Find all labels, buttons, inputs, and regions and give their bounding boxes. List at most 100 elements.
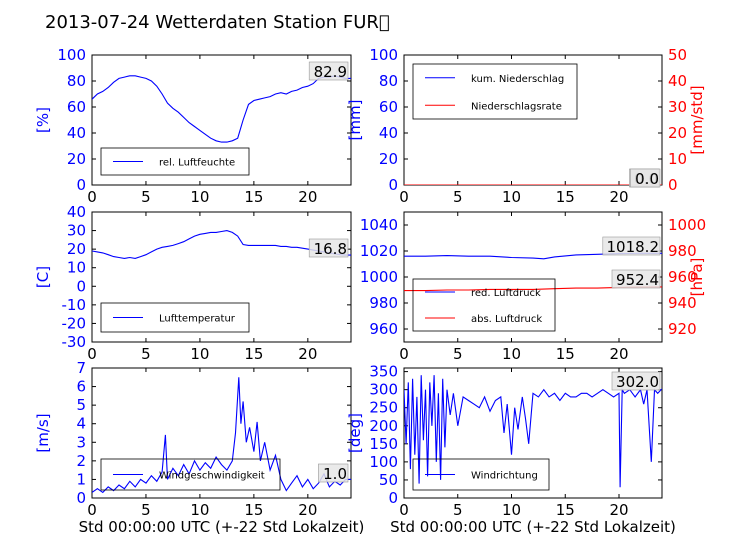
y-tick-label: 0 xyxy=(76,176,86,194)
x-tick-label: 20 xyxy=(298,345,317,363)
legend: red. Luftdruck abs. Luftdruck xyxy=(412,278,556,332)
x-tick-label: 0 xyxy=(87,345,97,363)
y-tick-label: -10 xyxy=(62,296,87,314)
value-label-box xyxy=(630,168,661,188)
series-line-lufttemperatur xyxy=(92,230,351,259)
y-tick-label-right: 10 xyxy=(668,150,687,168)
plot-frame xyxy=(91,211,352,343)
y-tick-label: 1 xyxy=(76,470,86,488)
x-tick-label: 20 xyxy=(609,345,628,363)
current-value-label: 0.0 xyxy=(635,170,659,188)
y-tick-label: 4 xyxy=(76,415,86,433)
current-value-label: 82.9 xyxy=(314,63,347,81)
y-tick-label: 40 xyxy=(67,203,86,221)
y-tick-label-right: 920 xyxy=(668,320,697,338)
y-tick-label: -20 xyxy=(62,314,87,332)
y-axis-label: [%] xyxy=(34,107,52,133)
x-tick-label: 5 xyxy=(453,188,463,206)
legend: rel. Luftfeuchte xyxy=(100,147,250,176)
series-line-windgeschwindigkeit xyxy=(92,377,351,494)
y-tick-label: 1040 xyxy=(360,216,398,234)
value-label-box xyxy=(611,269,661,289)
value-label-box xyxy=(602,236,661,256)
y-tick-label: 200 xyxy=(369,417,398,435)
y-tick-label: 1020 xyxy=(360,242,398,260)
legend: Windgeschwindigkeit xyxy=(100,458,281,491)
legend-box xyxy=(412,458,550,491)
current-value-label: 16.8 xyxy=(314,240,347,258)
y-tick-label: 0 xyxy=(76,489,86,507)
y-tick-label: 250 xyxy=(369,399,398,417)
value-label-box xyxy=(611,371,661,391)
y-tick-label: 100 xyxy=(57,46,86,64)
legend-entry: Windrichtung xyxy=(471,471,538,482)
x-tick-label: 15 xyxy=(556,188,575,206)
legend-entry: rel. Luftfeuchte xyxy=(159,158,235,169)
x-tick-label: 15 xyxy=(556,501,575,519)
y-tick-label: 350 xyxy=(369,363,398,381)
x-tick-label: 10 xyxy=(502,501,521,519)
y-tick-label-right: 1000 xyxy=(668,216,706,234)
y-axis-label-right: [hPa] xyxy=(688,258,706,297)
y-tick-label: 100 xyxy=(369,46,398,64)
current-value-label: 1.0 xyxy=(323,465,347,483)
y-tick-label: 0 xyxy=(388,489,398,507)
y-tick-label: -30 xyxy=(62,333,87,351)
x-tick-label: 5 xyxy=(141,188,151,206)
y-tick-label-right: 40 xyxy=(668,72,687,90)
y-tick-label: 80 xyxy=(379,72,398,90)
plot-frame xyxy=(91,367,352,499)
x-tick-label: 20 xyxy=(298,188,317,206)
current-value-label: 1018.2 xyxy=(607,238,660,256)
y-tick-label: 100 xyxy=(369,453,398,471)
series-line-windrichtung xyxy=(404,375,662,488)
plot-frame xyxy=(91,54,352,186)
legend-box xyxy=(412,63,578,120)
value-label-box xyxy=(318,463,349,483)
panel-humidity: 0 5 10 15 20 0 20 40 60 80 100 [%] rel. Luftfeuchte 8… xyxy=(34,46,352,206)
x-tick-label: 5 xyxy=(141,501,151,519)
value-label-box xyxy=(308,238,349,258)
y-tick-label: 150 xyxy=(369,435,398,453)
y-tick-label: 300 xyxy=(369,381,398,399)
y-axis-label: [C] xyxy=(34,266,52,288)
x-tick-label: 10 xyxy=(190,501,209,519)
x-tick-label: 10 xyxy=(190,345,209,363)
y-tick-label-right: 50 xyxy=(668,46,687,64)
current-value-label: 952.4 xyxy=(616,271,659,289)
x-axis-label: Std 00:00:00 UTC (+-22 Std Lokalzeit) xyxy=(390,518,676,536)
x-tick-label: 10 xyxy=(190,188,209,206)
y-tick-label: 0 xyxy=(388,176,398,194)
x-tick-label: 15 xyxy=(244,345,263,363)
y-axis-label: [mm] xyxy=(346,100,364,141)
x-tick-label: 0 xyxy=(399,501,409,519)
y-tick-label: 7 xyxy=(76,359,86,377)
panel-precipitation: 0 5 10 15 20 0 20 40 60 80 100 0 10 20 30 40 50 [mm] [mm/s… xyxy=(346,46,706,206)
y-tick-label: 0 xyxy=(76,277,86,295)
x-tick-label: 20 xyxy=(298,501,317,519)
y-tick-label: 1000 xyxy=(360,268,398,286)
value-label-box xyxy=(308,61,349,81)
y-tick-label-right: 940 xyxy=(668,294,697,312)
panel-pressure: 0 5 10 15 20 960 980 1000 1020 1040 920 940 960 980 10… xyxy=(360,211,706,363)
x-tick-label: 15 xyxy=(556,345,575,363)
plot-frame xyxy=(403,367,663,499)
x-tick-label: 5 xyxy=(453,345,463,363)
y-tick-label: 5 xyxy=(76,396,86,414)
legend-entry: Windgeschwindigkeit xyxy=(159,471,265,482)
x-tick-label: 5 xyxy=(141,345,151,363)
y-tick-label: 30 xyxy=(67,222,86,240)
legend-entry: Niederschlagsrate xyxy=(471,101,562,112)
y-tick-label-right: 960 xyxy=(668,268,697,286)
legend: kum. Niederschlag Niederschlagsrate xyxy=(412,63,578,120)
figure-title: 2013-07-24 Wetterdaten Station FUR  xyxy=(45,12,390,33)
x-tick-label: 0 xyxy=(87,501,97,519)
legend-entry: abs. Luftdruck xyxy=(471,314,542,325)
y-tick-label: 50 xyxy=(379,471,398,489)
legend: Windrichtung xyxy=(412,458,550,491)
legend-entry: red. Luftdruck xyxy=(471,288,541,299)
x-tick-label: 20 xyxy=(609,501,628,519)
y-axis-label: [m/s] xyxy=(34,413,52,452)
y-axis-label: [deg] xyxy=(346,413,364,453)
